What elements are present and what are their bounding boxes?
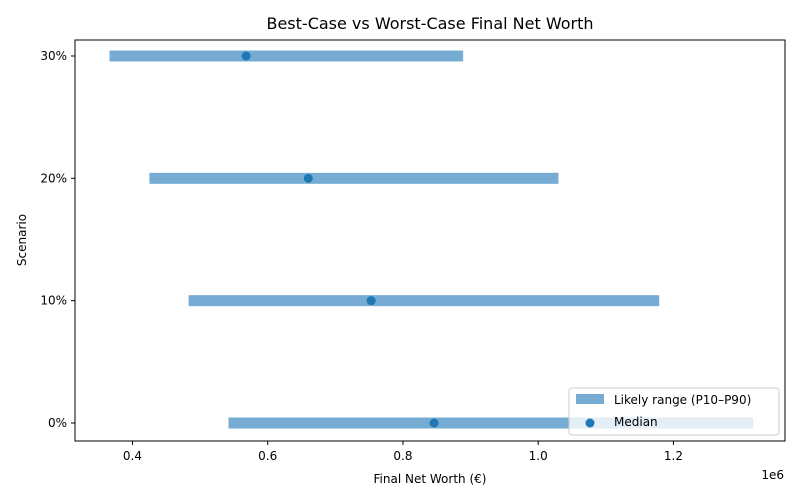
range-bar [149, 172, 559, 184]
legend-median-label: Median [614, 415, 658, 429]
range-bar [109, 50, 464, 62]
x-tick-label: 1.0 [529, 449, 548, 463]
x-offset-label: 1e6 [761, 468, 784, 482]
median-point [429, 418, 439, 428]
legend-median-marker [585, 418, 595, 428]
legend-range-swatch [576, 394, 604, 404]
median-point [241, 51, 251, 61]
x-tick-label: 1.2 [664, 449, 683, 463]
y-tick-label: 20% [40, 171, 67, 185]
legend-box [568, 387, 780, 436]
plot-frame [74, 39, 786, 442]
x-axis-label: Final Net Worth (€) [374, 472, 487, 486]
x-tick-label: 0.4 [123, 449, 142, 463]
y-tick-label: 0% [48, 416, 67, 430]
x-tick-label: 0.6 [258, 449, 277, 463]
x-tick-label: 0.8 [393, 449, 412, 463]
legend: Likely range (P10–P90) Median [568, 387, 780, 436]
median-point [366, 296, 376, 306]
y-tick-label: 10% [40, 294, 67, 308]
y-axis-label: Scenario [15, 214, 29, 266]
range-bar [228, 417, 754, 429]
chart-title: Best-Case vs Worst-Case Final Net Worth [266, 14, 593, 33]
y-tick-label: 30% [40, 49, 67, 63]
legend-range-label: Likely range (P10–P90) [614, 393, 751, 407]
median-point [303, 173, 313, 183]
range-bar [188, 295, 660, 307]
